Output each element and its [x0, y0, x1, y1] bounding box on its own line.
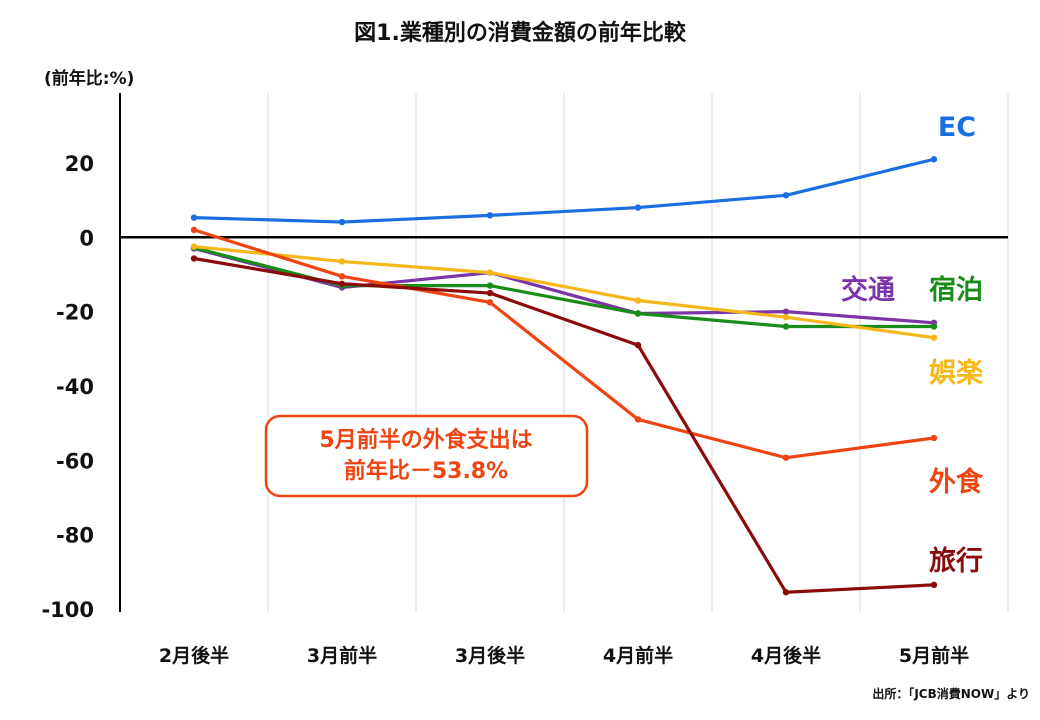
- data-point: [782, 323, 790, 330]
- series-label: 娯楽: [929, 358, 983, 389]
- data-point: [338, 273, 346, 280]
- y-tick-label: -60: [56, 449, 94, 473]
- data-point: [486, 282, 494, 289]
- data-point: [190, 255, 198, 262]
- annotation-frame: [264, 414, 589, 498]
- data-point: [338, 218, 346, 226]
- x-tick-label: 5月前半: [899, 644, 969, 667]
- x-tick-label: 3月後半: [455, 644, 525, 667]
- y-tick-label: 0: [79, 226, 94, 250]
- data-point: [338, 280, 346, 287]
- annotation-box: 5月前半の外食支出は 前年比－53.8%: [264, 414, 589, 498]
- series-label: 宿泊: [929, 274, 983, 306]
- data-point: [486, 269, 494, 276]
- data-point: [190, 243, 198, 250]
- series-group: [190, 156, 938, 596]
- x-tick-label: 3月前半: [307, 644, 377, 667]
- data-point: [486, 212, 494, 219]
- data-point: [634, 204, 642, 211]
- y-ticks: 20 0 -20 -40 -60 -80 -100: [41, 152, 94, 622]
- annotation-line-1: 5月前半の外食支出は: [319, 427, 532, 453]
- series-line: [193, 245, 935, 340]
- data-point: [634, 416, 642, 423]
- data-point: [930, 323, 938, 330]
- data-point: [486, 289, 494, 297]
- series-label: 交通: [841, 274, 895, 306]
- data-point: [930, 334, 938, 341]
- y-tick-label: -100: [41, 598, 94, 622]
- data-point: [338, 258, 346, 265]
- data-point: [782, 454, 790, 461]
- data-point: [190, 214, 198, 221]
- annotation-line-2: 前年比－53.8%: [344, 458, 508, 484]
- data-point: [782, 314, 790, 321]
- data-point: [930, 581, 938, 589]
- series-label: 外食: [929, 466, 984, 498]
- data-point: [782, 589, 790, 596]
- data-point: [634, 341, 642, 349]
- y-axis-label: (前年比:%): [44, 68, 134, 89]
- x-tick-label: 4月後半: [751, 644, 821, 667]
- data-point: [930, 156, 938, 163]
- series-line: [193, 256, 935, 594]
- chart-title: 図1.業種別の消費金額の前年比較: [354, 20, 687, 46]
- series-label: 旅行: [929, 545, 983, 577]
- data-point: [486, 299, 494, 306]
- source-note: 出所：「JCB消費NOW」より: [872, 686, 1030, 701]
- series-line: [193, 157, 935, 224]
- x-tick-label: 2月後半: [159, 644, 229, 667]
- series-line: [193, 228, 935, 460]
- x-ticks: 2月後半 3月前半 3月後半 4月前半 4月後半 5月前半: [159, 644, 969, 667]
- y-tick-label: -40: [56, 375, 94, 399]
- gridlines: [267, 93, 1009, 612]
- data-point: [782, 192, 790, 199]
- y-tick-label: -80: [56, 524, 94, 548]
- data-point: [634, 297, 642, 304]
- x-tick-label: 4月前半: [603, 644, 673, 667]
- y-tick-label: -20: [56, 301, 94, 325]
- y-tick-label: 20: [65, 152, 94, 176]
- data-point: [930, 434, 938, 442]
- data-point: [634, 310, 642, 317]
- series-label: EC: [938, 112, 976, 143]
- data-point: [782, 308, 790, 315]
- data-point: [190, 226, 198, 234]
